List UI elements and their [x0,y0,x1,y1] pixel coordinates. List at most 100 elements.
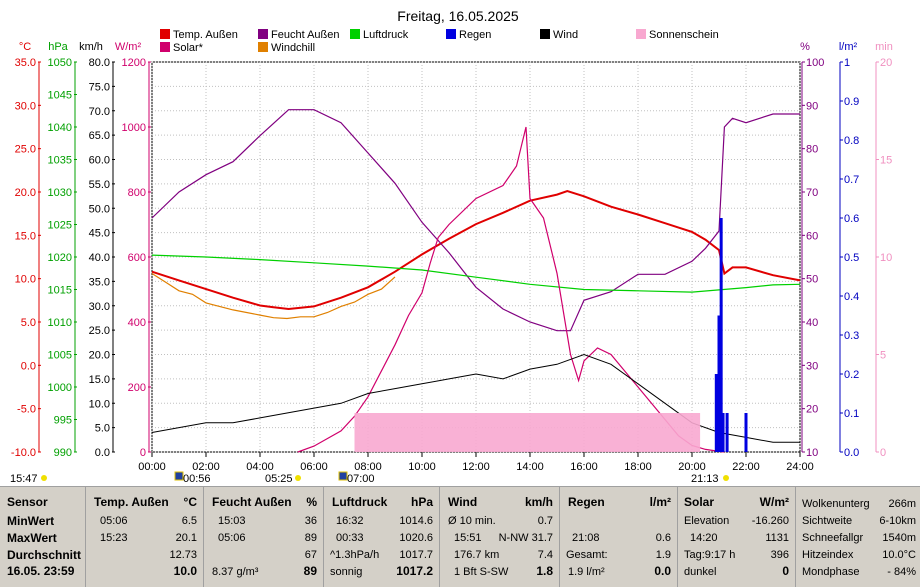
wind-max-time: 15:51 [454,532,482,544]
x-tick-label: 16:00 [570,461,598,473]
series-sonnenschein-bar [611,413,638,452]
visibility-value: 6-10km [879,515,916,527]
tick-label-sun: 5 [880,350,886,362]
temp-min-value: 6.5 [181,515,197,527]
chart-title: Freitag, 16.05.2025 [397,8,519,24]
series-windchill-line [151,272,396,320]
tick-label-rain: 0.3 [844,330,859,342]
wind-distance: 176.7 km [454,549,500,561]
legend-label: Feucht Außen [271,29,340,41]
sun-dot-icon [295,475,301,481]
tick-label-solar: 200 [128,382,146,394]
legend-swatch [160,29,170,39]
tick-label-hum: 90 [806,100,818,112]
x-tick-label: 18:00 [624,461,652,473]
tick-label-hum: 20 [806,404,818,416]
legend: Temp. Außen Feucht Außen Luftdruck Regen Win… [160,29,719,54]
tick-label-rain: 0.1 [844,408,859,420]
tick-label-solar: 400 [128,317,146,329]
series-feucht-au-en-line [151,109,800,332]
legend-label: Sonnenschein [649,29,719,41]
press-max-value: 1020.6 [399,532,433,544]
solar-unit: W/m² [759,495,789,509]
min-label: MinWert [7,514,55,528]
x-tick-label: 12:00 [462,461,490,473]
tick-label-wind: 45.0 [89,228,110,240]
rain-max-value: 0.6 [655,532,671,544]
sensor-header: Sensor [7,495,48,509]
tick-label-rain: 0.9 [844,96,859,108]
x-axis: 00:00 02:00 04:00 06:00 08:00 10:00 12:00 14:00… [138,452,814,473]
temp-min-time: 05:06 [100,515,128,527]
press-unit: hPa [410,495,433,509]
hum-absolute: 8.37 g/m³ [212,566,259,578]
x-tick-label: 08:00 [354,461,382,473]
unit-label-temp: °C [19,41,31,53]
series-regen-bar [744,413,748,452]
legend-label: Temp. Außen [173,29,238,41]
tick-label-rain: 0.7 [844,174,859,186]
event-time-label: 07:00 [347,473,375,485]
wind-column: Wind km/h Ø 10 min. 0.7 15:51 N-NW 31.7 … [440,487,560,587]
tick-label-press: 1015 [48,285,72,297]
max-label: MaxWert [7,531,57,545]
series-sonnenschein-bar [665,413,692,452]
press-current: 1017.2 [396,564,433,578]
unit-label-solar: W/m² [115,41,142,53]
unit-label-press: hPa [48,41,68,53]
temp-avg: 12.73 [169,549,197,561]
series-regen-bar [714,374,718,452]
stats-panel: Sensor MinWert MaxWert Durchschnitt 16.0… [0,486,920,587]
tick-label-wind: 70.0 [89,106,110,118]
sensor-column: Sensor MinWert MaxWert Durchschnitt 16.0… [0,487,86,587]
series-regen-bar [719,218,723,452]
pressure-column: Luftdruck hPa 16:32 1014.6 00:33 1020.6 … [324,487,440,587]
tick-label-press: 1010 [48,317,72,329]
x-tick-label: 14:00 [516,461,544,473]
wind-avg-value: 0.7 [537,515,553,527]
moon-icon [338,471,348,481]
tick-label-rain: 0.2 [844,369,859,381]
tick-label-solar: 800 [128,187,146,199]
solar-daylength: Tag:9:17 h [684,549,736,561]
tick-label-wind: 30.0 [89,301,110,313]
series-regen-bar [721,413,725,452]
tick-label-wind: 60.0 [89,155,110,167]
avg-label: Durchschnitt [7,548,82,562]
x-tick-label: 02:00 [192,461,220,473]
tick-label-rain: 0.8 [844,135,859,147]
humidity-column: Feucht Außen % 15:03 36 05:06 89 67 8.37… [204,487,324,587]
tick-label-hum: 60 [806,230,818,242]
tick-label-temp: 5.0 [21,317,36,329]
x-tick-label: 04:00 [246,461,274,473]
tick-label-temp: 30.0 [15,100,36,112]
wind-avg-label: Ø 10 min. [448,515,496,527]
series-regen-bar [717,315,721,452]
rain-total-label: Gesamt: [566,549,608,561]
x-tick-label: 24:00 [786,461,814,473]
tick-label-wind: 50.0 [89,203,110,215]
rain-column: Regen l/m² 21:08 0.6 Gesamt: 1.9 1.9 l/m… [560,487,678,587]
series-sonnenschein-bar [422,413,476,452]
tick-label-wind: 65.0 [89,130,110,142]
tick-label-wind: 40.0 [89,252,110,264]
tick-label-press: 1025 [48,220,72,232]
temp-max-value: 20.1 [175,532,197,544]
tick-label-press: 1040 [48,122,72,134]
tick-label-press: 990 [54,447,72,459]
tick-label-sun: 10 [880,252,892,264]
cloudbase-value: 266m [888,498,916,510]
press-trend-value: 1017.7 [399,549,433,561]
legend-label: Luftdruck [363,29,409,41]
press-max-time: 00:33 [336,532,364,544]
temp-column: Temp. Außen °C 05:06 6.5 15:23 20.1 12.7… [86,487,204,587]
legend-swatch [446,29,456,39]
legend-label: Wind [553,29,578,41]
legend-label: Solar* [173,42,204,54]
tick-label-solar: 1000 [122,122,146,134]
tick-label-rain: 0.5 [844,252,859,264]
legend-swatch [160,42,170,52]
tick-label-solar: 1200 [122,57,146,69]
heatindex-value: 10.0°C [882,549,916,561]
tick-label-hum: 100 [806,57,824,69]
